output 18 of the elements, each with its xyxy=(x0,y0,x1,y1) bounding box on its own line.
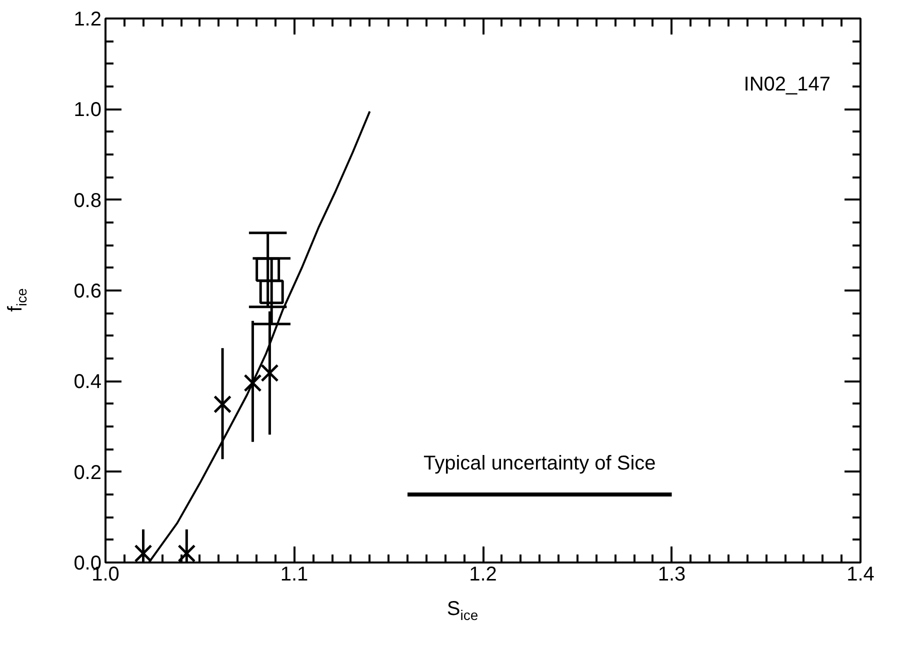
y-tick-label: 0.4 xyxy=(74,371,102,394)
y-tick-label: 0.8 xyxy=(74,190,102,212)
y-tick-label: 1.0 xyxy=(74,99,102,122)
point xyxy=(259,280,284,304)
point xyxy=(260,364,279,382)
y-tick-label: 1.2 xyxy=(74,8,102,30)
y-tick-label: 0.6 xyxy=(74,280,102,302)
x-axis-title: S$_{ice}$ xyxy=(446,597,480,625)
annotation: Typical uncertainty of Sice xyxy=(423,452,656,474)
point xyxy=(213,395,232,414)
point xyxy=(244,374,262,392)
x-tick-label: 1.3 xyxy=(658,564,686,586)
y-tick-label: 0.2 xyxy=(74,462,102,484)
x-tick-label: 1.2 xyxy=(469,564,497,586)
point xyxy=(256,257,280,282)
annotation: IN02_147 xyxy=(744,74,831,96)
x-tick-label: 1.1 xyxy=(280,564,308,586)
x-tick-label: 1.4 xyxy=(846,564,874,586)
